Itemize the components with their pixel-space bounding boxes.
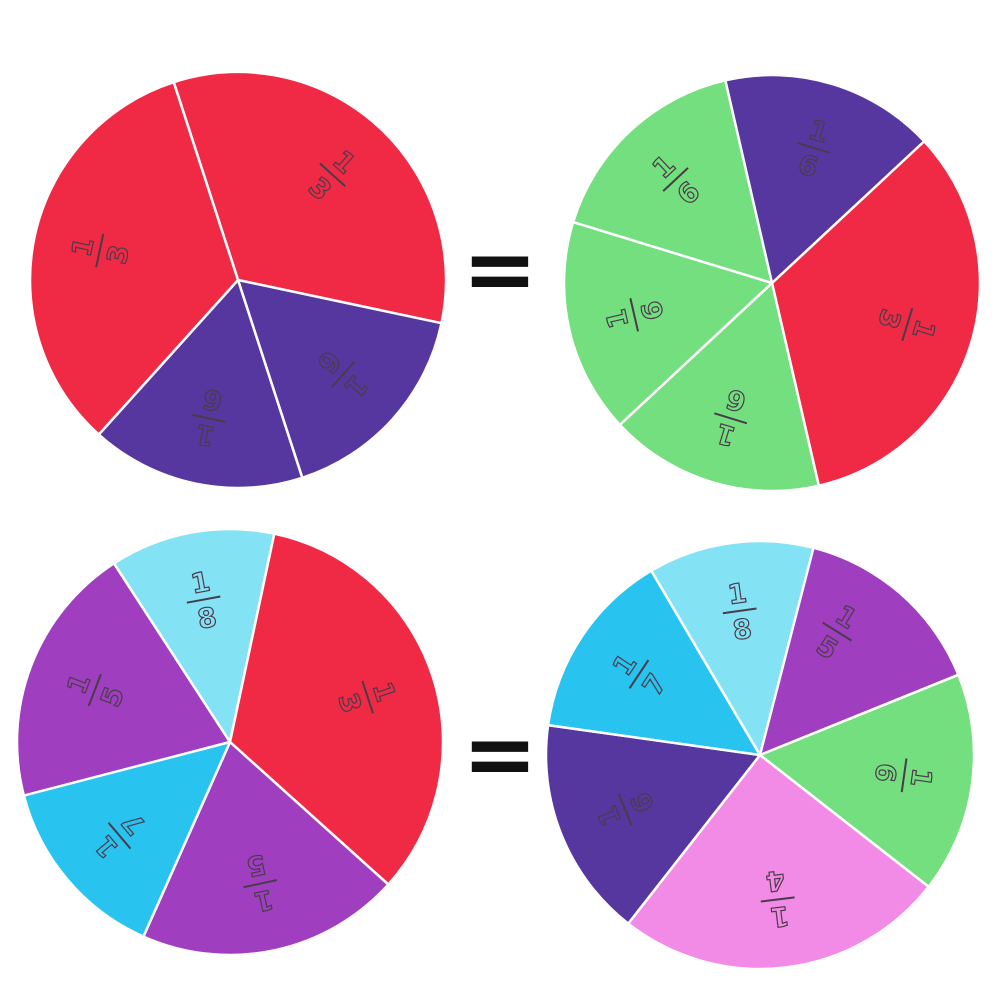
fraction-bar	[629, 298, 639, 332]
fraction-bar	[822, 621, 853, 642]
fraction-slice	[758, 673, 976, 889]
fraction-slice	[562, 220, 774, 427]
fraction-numerator: 1	[768, 899, 790, 932]
equals-sign-bottom-text: =	[462, 702, 537, 807]
fraction-denominator: 4	[764, 864, 786, 897]
fraction-bar	[191, 413, 226, 423]
equals-sign-top-text: =	[462, 217, 537, 322]
fraction-bar	[319, 162, 346, 188]
fraction-bar	[107, 822, 132, 850]
fraction-bar	[796, 141, 831, 154]
fraction-bar	[714, 412, 748, 425]
fraction-bar	[662, 167, 689, 192]
equals-sign-bottom: =	[462, 702, 537, 807]
fraction-bar	[361, 680, 374, 714]
fraction-slice	[770, 139, 982, 487]
fraction-bar	[243, 879, 277, 889]
fraction-circles: 1316161316131616161615181315171516141617…	[15, 70, 982, 971]
fraction-bar	[900, 758, 908, 793]
fraction-slice	[28, 80, 240, 436]
fraction-slice	[724, 73, 926, 285]
fraction-slice	[618, 281, 821, 493]
fraction-bar	[722, 607, 757, 615]
fraction-bar	[330, 361, 356, 388]
fraction-slice	[172, 70, 448, 325]
fraction-bar	[617, 793, 633, 826]
fraction-slice	[97, 278, 304, 490]
fraction-label: 15	[61, 669, 131, 712]
circle-top-right: 161316161616	[562, 73, 982, 493]
fraction-bar	[901, 307, 914, 341]
fraction-bar	[628, 659, 650, 689]
fraction-label: 13	[870, 305, 941, 344]
fraction-slice	[544, 723, 762, 925]
fraction-slice	[626, 753, 930, 971]
equals-sign-top: =	[462, 217, 537, 322]
fraction-slice	[228, 532, 445, 886]
fraction-slice	[112, 527, 276, 744]
fraction-slice	[546, 569, 762, 757]
fraction-bar	[87, 673, 102, 707]
fraction-slice	[650, 539, 815, 757]
fraction-slice	[142, 740, 390, 957]
fraction-slice	[15, 562, 232, 799]
fraction-label: 14	[760, 863, 795, 933]
fraction-bar	[760, 896, 795, 903]
fraction-bar	[186, 595, 221, 604]
fraction-label: 16	[868, 758, 938, 793]
fraction-bar	[95, 233, 105, 268]
fraction-label: 13	[331, 678, 402, 718]
fraction-slice	[22, 740, 232, 938]
